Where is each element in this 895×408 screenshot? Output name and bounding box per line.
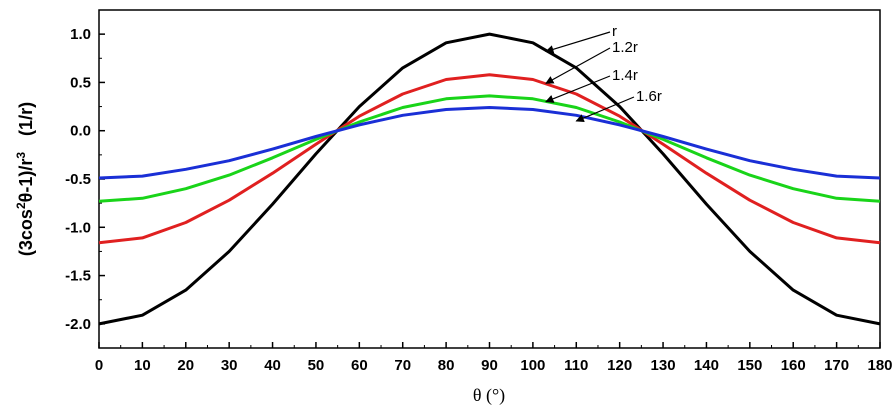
x-axis: 0 10 20 30 40 50 60 70 80 90 100 110 120 130 140 150 160… (95, 342, 893, 374)
annotation-arrow (545, 31, 611, 54)
series-layer (98, 32, 881, 326)
y-axis-title-sup2: 3 (14, 152, 28, 159)
series-line-1-6r (98, 106, 881, 180)
y-tick-label: -0.5 (65, 171, 91, 188)
series-line-1-4r (98, 94, 881, 203)
series-line-r (98, 32, 881, 326)
annotation-label: r (612, 23, 617, 40)
x-tick-label: 180 (867, 357, 892, 374)
y-axis-title-prefix: (3cos (16, 209, 36, 256)
annotation-label: 1.4r (612, 67, 638, 84)
x-tick-label: 0 (95, 357, 103, 374)
annotation-arrow (545, 47, 611, 84)
x-tick-label: 160 (781, 357, 806, 374)
x-tick-label: 170 (824, 357, 849, 374)
x-tick-label: 40 (264, 357, 281, 374)
x-tick-label: 60 (351, 357, 368, 374)
y-axis: -2.0 -1.5 -1.0 -0.5 0.0 0.5 1.0 (65, 9, 105, 349)
x-axis-title: θ (°) (473, 385, 505, 406)
annotation-arrow (575, 96, 635, 123)
y-tick-label: -1.0 (65, 219, 91, 236)
annotation-label: 1.2r (612, 39, 638, 56)
y-tick-label: -2.0 (65, 316, 91, 333)
x-tick-label: 130 (651, 357, 676, 374)
y-tick-label: -1.5 (65, 268, 91, 285)
x-tick-label: 140 (694, 357, 719, 374)
y-axis-title-unit: (1/r) (16, 102, 36, 136)
y-axis-title: (3cos2θ-1)/r3 (1/r) (14, 102, 36, 256)
y-tick-label: 1.0 (70, 26, 91, 43)
x-tick-label: 90 (481, 357, 498, 374)
x-tick-label: 70 (394, 357, 411, 374)
x-tick-label: 120 (607, 357, 632, 374)
y-axis-title-sup1: 2 (14, 202, 28, 209)
y-tick-label: 0.0 (70, 123, 91, 140)
annotation-label: 1.6r (636, 88, 662, 105)
x-tick-label: 20 (177, 357, 194, 374)
x-tick-label: 30 (221, 357, 238, 374)
x-tick-label: 10 (134, 357, 151, 374)
x-tick-label: 110 (564, 357, 588, 374)
annotation-arrow (545, 75, 611, 103)
x-tick-label: 50 (308, 357, 325, 374)
x-tick-label: 80 (438, 357, 455, 374)
x-tick-label: 100 (520, 357, 545, 374)
annotation-layer: r1.2r 1.4r 1.6r (545, 23, 662, 123)
y-axis-title-middle: θ-1)/r (16, 159, 36, 203)
x-tick-label: 150 (737, 357, 762, 374)
y-tick-label: 0.5 (70, 74, 91, 91)
series-line-1-2r (98, 73, 881, 245)
